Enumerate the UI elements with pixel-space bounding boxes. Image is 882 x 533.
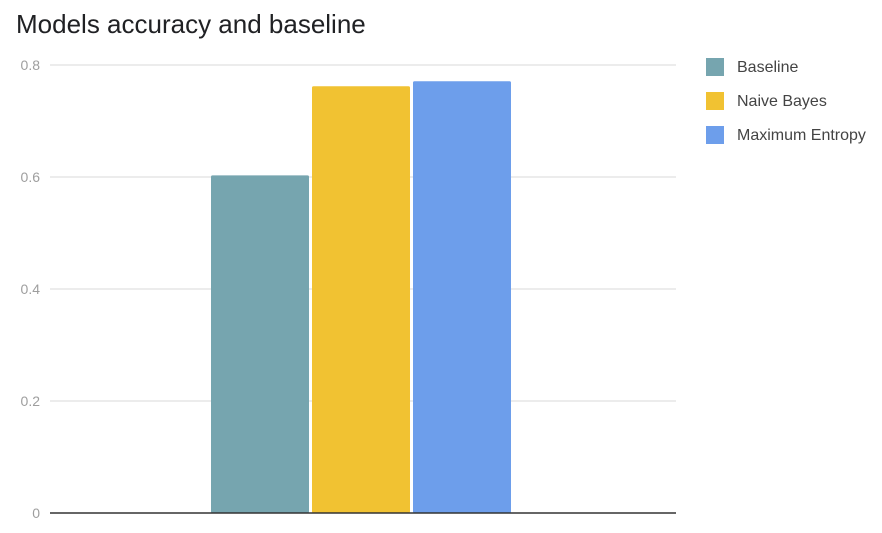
bar-maximum-entropy — [413, 81, 511, 514]
bar-naive-bayes — [312, 86, 410, 513]
legend-label-baseline: Baseline — [737, 59, 798, 76]
y-tick-label: 0.4 — [21, 281, 41, 297]
chart-title: Models accuracy and baseline — [16, 9, 366, 39]
legend-swatch-naive-bayes — [706, 92, 724, 110]
bar-baseline — [211, 175, 309, 513]
legend-swatch-baseline — [706, 58, 724, 76]
legend-label-naive-bayes: Naive Bayes — [737, 93, 827, 110]
y-tick-label: 0.2 — [21, 393, 41, 409]
y-tick-label: 0.6 — [21, 169, 41, 185]
y-tick-label: 0 — [32, 505, 40, 521]
bars-group — [211, 81, 511, 514]
legend: Baseline Naive Bayes Maximum Entropy — [706, 58, 866, 144]
legend-label-maximum-entropy: Maximum Entropy — [737, 127, 866, 144]
y-tick-label: 0.8 — [21, 57, 41, 73]
y-axis-ticks: 0 0.2 0.4 0.6 0.8 — [21, 57, 41, 521]
legend-swatch-maximum-entropy — [706, 126, 724, 144]
